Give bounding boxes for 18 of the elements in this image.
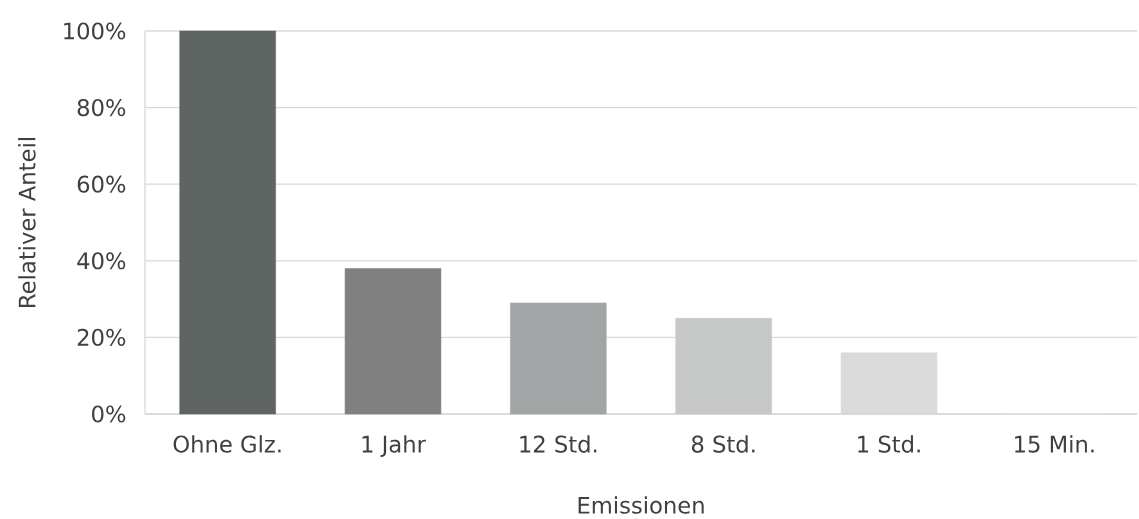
y-tick-label: 40%: [77, 252, 126, 270]
y-tick-label: 20%: [77, 328, 126, 346]
x-tick-label: 8 Std.: [691, 435, 755, 453]
y-axis-title: Relativer Anteil: [18, 138, 36, 307]
y-tick-label: 0%: [92, 405, 126, 423]
x-tick-label: 1 Std.: [858, 435, 920, 453]
x-tick-label: 15 Min.: [1015, 435, 1094, 453]
x-tick-label: 12 Std.: [520, 435, 597, 453]
x-tick-label: Ohne Glz.: [173, 435, 281, 453]
bar: [179, 30, 276, 415]
bar: [675, 317, 772, 415]
x-tick-label: 1 Jahr: [362, 435, 426, 457]
x-axis-title: Emissionen: [578, 496, 704, 514]
y-tick-label: 60%: [77, 175, 126, 193]
bar: [510, 302, 607, 415]
y-tick-label: 80%: [77, 99, 126, 117]
y-tick-label: 100%: [64, 22, 126, 40]
bar: [344, 268, 442, 415]
